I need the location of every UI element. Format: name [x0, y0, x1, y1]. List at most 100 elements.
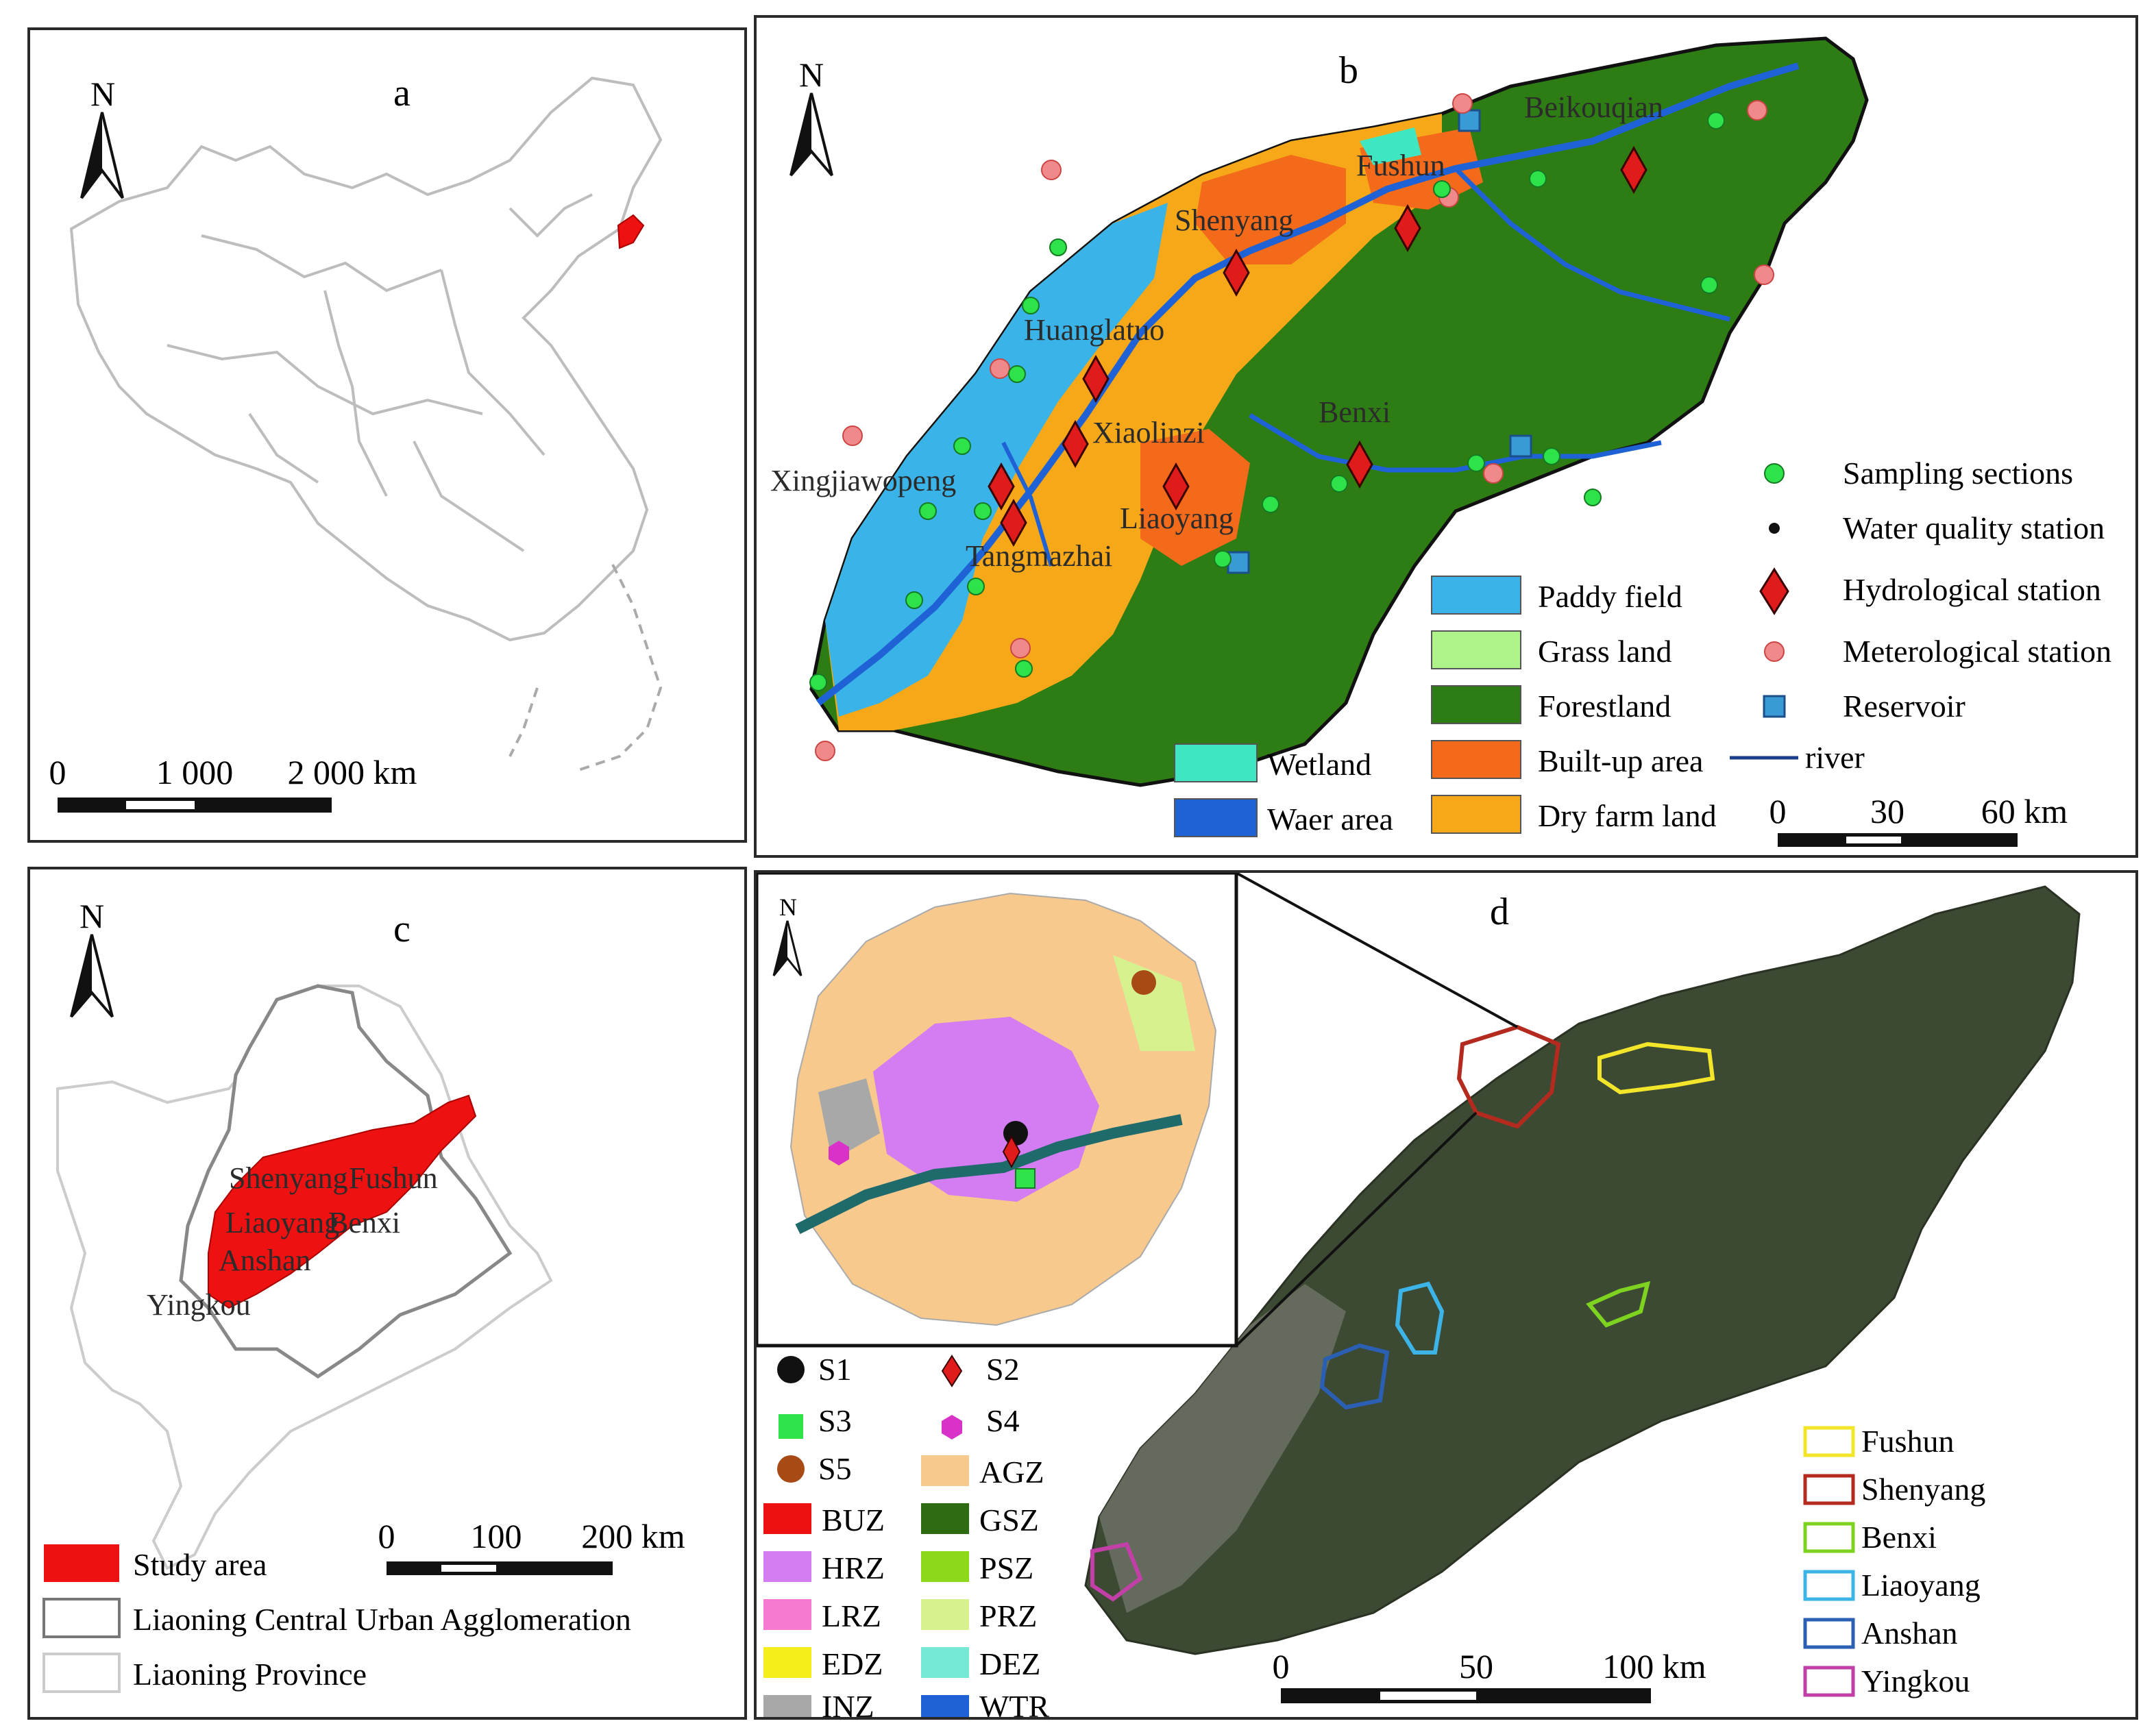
legend-dez: DEZ: [979, 1646, 1040, 1681]
legend-province: Liaoning Province: [133, 1657, 367, 1692]
panel-label: a: [393, 72, 411, 114]
panel-b-landuse-map: Beikouqian Fushun Shenyang Huanglatuo Xi…: [754, 15, 2138, 858]
sampling-sections: [809, 112, 1725, 691]
legend-meteorological: Meterological station: [1843, 634, 2111, 669]
scale-bar: [58, 798, 332, 813]
legend-s4: S4: [986, 1403, 1020, 1438]
station-beikouqian: Beikouqian: [1524, 90, 1663, 124]
legend-shenyang: Shenyang: [1861, 1472, 1985, 1507]
panel-c-liaoning-map: Shenyang Fushun Liaoyang Benxi Anshan Yi…: [27, 867, 747, 1720]
legend-edz: EDZ: [822, 1646, 883, 1681]
study-area-location: [617, 214, 645, 249]
wetland-area: [1360, 127, 1421, 165]
legend-swatches: [42, 1544, 121, 1693]
station-fushun: Fushun: [1356, 149, 1445, 182]
legend-agz: AGZ: [979, 1455, 1044, 1490]
scale-0: 0: [1769, 792, 1787, 830]
site-legend-symbols: [777, 1355, 963, 1483]
legend-forest: Forestland: [1538, 689, 1671, 724]
inset-site-s2: [1002, 1135, 1021, 1169]
legend-s3: S3: [818, 1403, 852, 1438]
legend-prz: PRZ: [979, 1598, 1037, 1633]
inset-site-s3: [1015, 1168, 1036, 1189]
station-liaoyang: Liaoyang: [1120, 502, 1234, 535]
zone-legend-swatches: [763, 1455, 969, 1717]
inset-river: [795, 1114, 1183, 1235]
landuse-legend: [1174, 576, 1521, 837]
station-xingjiawopeng: Xingjiawopeng: [770, 464, 956, 497]
panel-label: b: [1339, 49, 1358, 92]
satellite-urban-tone: [1099, 1284, 1346, 1613]
panel-a-china-map: N a 0 1 000 2 000 km: [27, 27, 747, 843]
builtup-area-shenyang: [1195, 155, 1346, 264]
legend-sampling: Sampling sections: [1843, 456, 2073, 491]
scale-60: 60 km: [1981, 792, 2068, 830]
rivers: [816, 62, 1800, 706]
dry-farmland-area: [825, 114, 1442, 730]
legend-builtup: Built-up area: [1538, 743, 1703, 778]
legend-grass: Grass land: [1538, 634, 1671, 669]
legend-hrz: HRZ: [822, 1550, 885, 1585]
legend-anshan: Anshan: [1861, 1616, 1958, 1651]
legend-hydrological: Hydrological station: [1843, 572, 2101, 607]
inset-connector-lines: [1235, 873, 1518, 1347]
legend-urban-agglomeration: Liaoning Central Urban Agglomeration: [133, 1602, 631, 1637]
inset-site-s1: [1003, 1121, 1028, 1146]
legend-study-area: Study area: [133, 1547, 267, 1582]
scale-0: 0: [49, 753, 66, 791]
scale-bar: [1281, 1688, 1651, 1703]
city-outlines: [1090, 1024, 1715, 1602]
inset-site-s5: [1131, 970, 1156, 995]
satellite-basin: [1084, 885, 2081, 1655]
study-area: [208, 1094, 477, 1309]
maritime-boundary: [509, 564, 663, 771]
north-label: N: [79, 897, 104, 935]
scale-100: 100 km: [1602, 1647, 1706, 1685]
meteorological-stations: [815, 93, 1774, 761]
legend-yingkou: Yingkou: [1861, 1664, 1970, 1698]
legend-s5: S5: [818, 1451, 852, 1486]
builtup-area-liaoyang: [1140, 429, 1250, 566]
station-xiaolinzi: Xiaolinzi: [1092, 416, 1205, 449]
north-arrow: [789, 92, 833, 177]
legend-benxi: Benxi: [1861, 1520, 1937, 1555]
legend-psz: PSZ: [979, 1550, 1033, 1585]
scale-0: 0: [378, 1517, 395, 1555]
legend-water-quality: Water quality station: [1843, 510, 2105, 545]
inset-inz-zone: [818, 1078, 880, 1161]
legend-river: river: [1805, 740, 1865, 775]
legend-paddy: Paddy field: [1538, 579, 1682, 614]
inset-north-arrow: [772, 920, 803, 976]
panel-label: c: [393, 908, 411, 950]
legend-gsz: GSZ: [979, 1503, 1039, 1537]
legend-fushun: Fushun: [1861, 1424, 1954, 1459]
legend-s2: S2: [986, 1352, 1020, 1387]
city-anshan: Anshan: [219, 1244, 310, 1277]
city-legend-swatches: [1803, 1426, 1855, 1697]
station-huanglatuo: Huanglatuo: [1024, 313, 1164, 347]
scale-50: 50: [1459, 1647, 1493, 1685]
legend-wtr: WTR: [979, 1689, 1050, 1720]
scale-100: 100: [471, 1517, 522, 1555]
north-label: N: [799, 55, 824, 94]
legend-dryfarm: Dry farm land: [1538, 798, 1717, 833]
station-shenyang: Shenyang: [1175, 203, 1294, 237]
city-shenyang: Shenyang: [229, 1161, 348, 1195]
inset-site-s4: [829, 1141, 849, 1165]
north-arrow: [80, 112, 124, 199]
station-tangmazhai: Tangmazhai: [966, 539, 1112, 573]
legend-wetland: Wetland: [1267, 747, 1371, 782]
city-fushun: Fushun: [349, 1161, 438, 1195]
scale-0: 0: [1273, 1647, 1290, 1685]
scale-30: 30: [1870, 792, 1904, 830]
scale-bar: [1778, 833, 2018, 847]
scale-bar: [387, 1561, 613, 1575]
legend-s1: S1: [818, 1352, 852, 1387]
legend-lrz: LRZ: [822, 1598, 881, 1633]
city-yingkou: Yingkou: [147, 1288, 251, 1322]
station-benxi: Benxi: [1319, 395, 1391, 429]
inset-map: N: [757, 873, 1238, 1348]
scale-200: 200 km: [581, 1517, 685, 1555]
north-arrow: [70, 934, 114, 1018]
city-liaoyang: Liaoyang: [225, 1206, 339, 1239]
